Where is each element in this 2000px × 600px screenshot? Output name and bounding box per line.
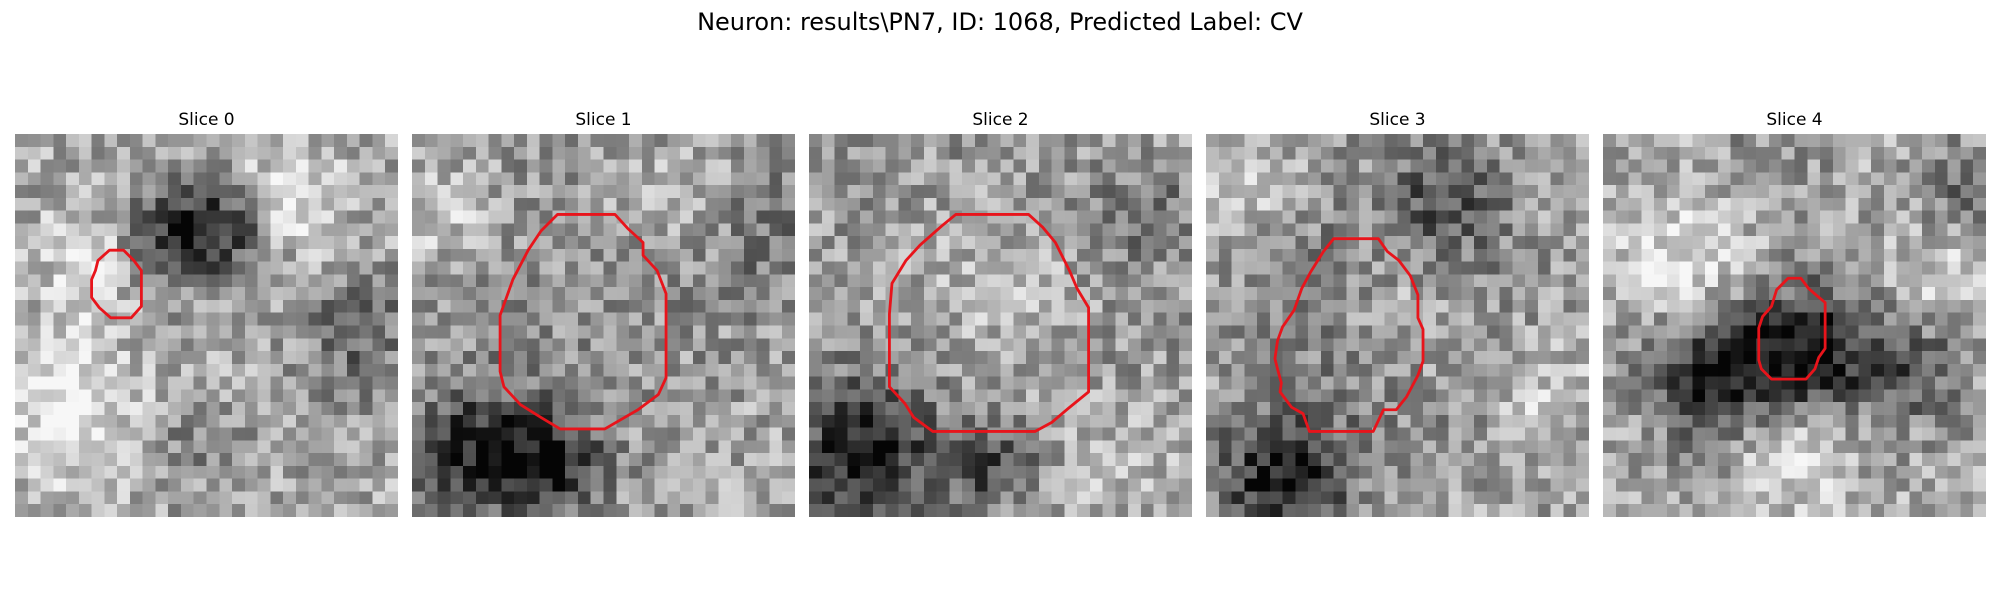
- slice-title: Slice 2: [972, 110, 1029, 130]
- slice-title: Slice 3: [1369, 110, 1426, 130]
- slice-panel-0: Slice 0: [15, 0, 398, 600]
- pixel-grid: [15, 134, 398, 517]
- segmentation-contour: [888, 213, 1090, 433]
- segmentation-contour: [498, 213, 668, 431]
- slice-image: [1603, 134, 1986, 517]
- pixel-grid: [1206, 134, 1589, 517]
- pixel-grid: [412, 134, 795, 517]
- slice-title: Slice 0: [178, 110, 235, 130]
- slice-image: [412, 134, 795, 517]
- segmentation-contour: [1273, 237, 1425, 433]
- slice-title: Slice 1: [575, 110, 632, 130]
- segmentation-contour: [1757, 276, 1827, 381]
- slice-image: [15, 134, 398, 517]
- slice-panel-2: Slice 2: [809, 0, 1192, 600]
- slice-panel-4: Slice 4: [1603, 0, 1986, 600]
- slice-panel-3: Slice 3: [1206, 0, 1589, 600]
- slice-panel-1: Slice 1: [412, 0, 795, 600]
- figure-title: Neuron: results\PN7, ID: 1068, Predicted…: [697, 8, 1303, 36]
- pixel-grid: [809, 134, 1192, 517]
- pixel-grid: [1603, 134, 1986, 517]
- slice-image: [809, 134, 1192, 517]
- segmentation-contour: [90, 248, 143, 320]
- slice-image: [1206, 134, 1589, 517]
- slice-title: Slice 4: [1766, 110, 1823, 130]
